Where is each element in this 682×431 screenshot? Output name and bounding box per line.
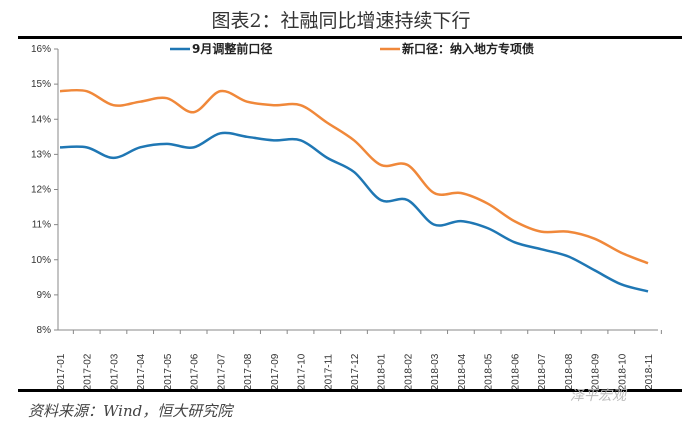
- x-tick-label: 2018-02: [403, 353, 414, 390]
- y-tick-label: 11%: [32, 220, 51, 231]
- legend-label-0: 9月调整前口径: [192, 41, 272, 56]
- watermark: 泽平宏观: [570, 388, 626, 404]
- source-note: 资料来源：Wind，恒大研究院: [28, 402, 233, 420]
- y-tick-label: 9%: [37, 290, 52, 301]
- x-tick-label: 2017-05: [163, 353, 174, 390]
- chart-title: 图表2：社融同比增速持续下行: [211, 10, 471, 32]
- top-rule: [18, 36, 682, 39]
- x-tick-label: 2017-11: [323, 354, 334, 390]
- series-line-0: [59, 131, 649, 293]
- x-tick-label: 2017-10: [297, 353, 308, 390]
- x-tick-label: 2018-09: [591, 353, 602, 390]
- x-tick-label: 2017-06: [190, 353, 201, 390]
- bottom-rule: [18, 389, 682, 392]
- x-tick-label: 2018-06: [510, 353, 521, 390]
- x-tick-label: 2017-02: [83, 353, 94, 390]
- y-tick-label: 16%: [31, 44, 51, 55]
- x-tick-label: 2018-07: [537, 353, 548, 390]
- y-tick-label: 8%: [37, 325, 52, 336]
- x-tick-label: 2018-08: [564, 353, 575, 390]
- x-tick-label: 2018-01: [377, 353, 388, 390]
- x-tick-label: 2017-09: [270, 353, 281, 390]
- x-tick-label: 2017-04: [136, 353, 147, 390]
- x-tick-label: 2017-12: [350, 353, 361, 390]
- y-tick-label: 10%: [31, 255, 51, 266]
- x-tick-label: 2018-04: [457, 353, 468, 390]
- legend-label-1: 新口径：纳入地方专项债: [402, 41, 534, 56]
- x-tick-label: 2018-05: [484, 353, 495, 390]
- x-tick-label: 2017-08: [243, 353, 254, 390]
- x-tick-label: 2018-10: [617, 353, 628, 390]
- y-tick-label: 12%: [31, 185, 51, 196]
- x-tick-label: 2018-11: [644, 354, 655, 390]
- x-tick-label: 2017-01: [56, 353, 67, 390]
- y-tick-label: 15%: [31, 79, 51, 90]
- y-tick-label: 13%: [31, 149, 51, 160]
- x-tick-label: 2018-03: [430, 353, 441, 390]
- x-tick-label: 2017-07: [216, 353, 227, 390]
- x-tick-label: 2017-03: [109, 353, 120, 390]
- series-line-1: [59, 88, 649, 265]
- y-tick-label: 14%: [31, 114, 51, 125]
